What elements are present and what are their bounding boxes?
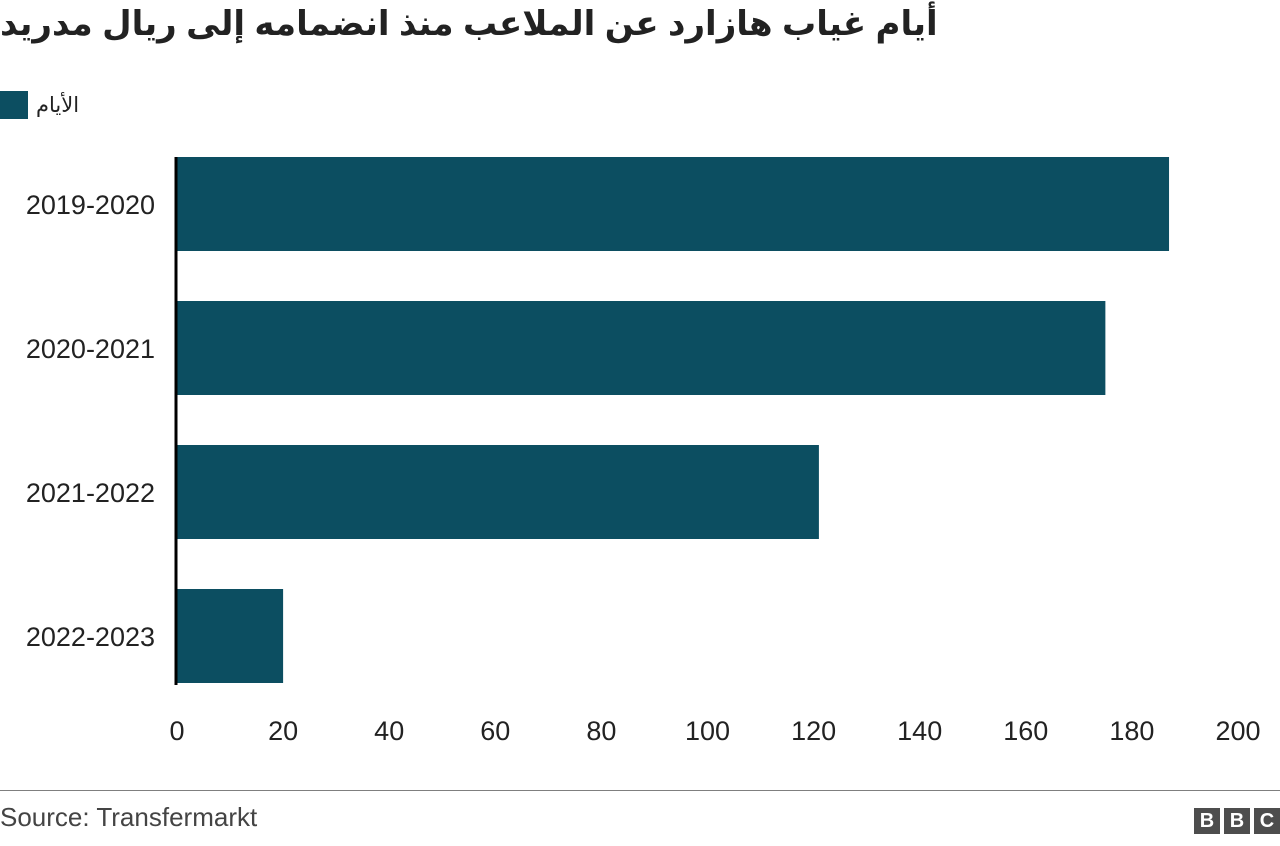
chart-title: أيام غياب هازارد عن الملاعب منذ انضمامه …: [0, 5, 938, 43]
bbc-logo-letter: C: [1254, 808, 1280, 834]
x-tick-label: 120: [791, 716, 836, 746]
x-tick-label: 40: [374, 716, 404, 746]
x-tick-label: 140: [897, 716, 942, 746]
category-label: 2019-2020: [26, 190, 155, 220]
x-tick-label: 20: [268, 716, 298, 746]
category-label: 2021-2022: [26, 478, 155, 508]
footer-divider: [0, 790, 1280, 791]
legend: الأيام: [0, 90, 79, 120]
category-label: 2020-2021: [26, 334, 155, 364]
x-tick-label: 200: [1215, 716, 1260, 746]
bar: [177, 445, 819, 539]
x-tick-label: 0: [169, 716, 184, 746]
x-tick-label: 100: [685, 716, 730, 746]
legend-label: الأيام: [36, 93, 80, 117]
bar: [177, 589, 284, 683]
x-tick-label: 160: [1003, 716, 1048, 746]
source-note: Source: Transfermarkt: [0, 802, 258, 832]
legend-swatch: [0, 91, 28, 119]
bar: [177, 157, 1170, 251]
bar: [177, 301, 1106, 395]
x-tick-label: 180: [1109, 716, 1154, 746]
x-tick-label: 60: [480, 716, 510, 746]
bbc-logo-letter: B: [1224, 808, 1250, 834]
x-tick-label: 80: [586, 716, 616, 746]
bbc-logo: B B C: [1194, 808, 1280, 834]
bbc-logo-letter: B: [1194, 808, 1220, 834]
category-label: 2022-2023: [26, 622, 155, 652]
bar-chart: 2019-2020 2020-2021 2021-2022 2022-2023 0 20 4…: [26, 157, 1261, 746]
